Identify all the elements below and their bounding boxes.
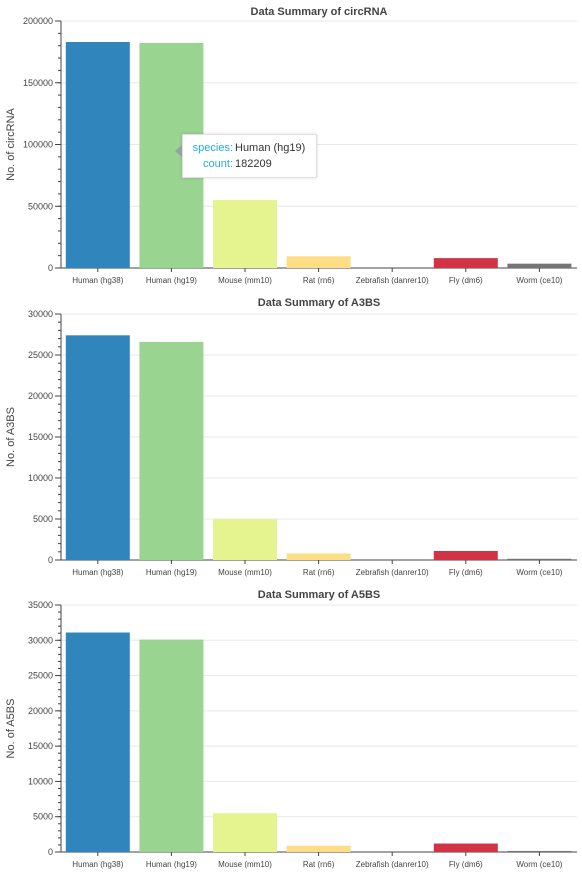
chart-2: Data Summary of A3BS No. of A3BS 0 5000 1000… xyxy=(5,297,577,577)
y-tick-label: 0 xyxy=(48,847,53,857)
y-tick-label: 15000 xyxy=(28,432,53,442)
bar[interactable] xyxy=(213,200,277,268)
x-tick-label: Worm (ce10) xyxy=(516,276,562,285)
tooltip-arrow-icon xyxy=(175,145,182,157)
bar[interactable] xyxy=(65,41,130,269)
y-tick-label: 0 xyxy=(48,263,53,273)
bar[interactable] xyxy=(65,335,130,560)
y-tick-label: 10000 xyxy=(28,776,53,786)
bar[interactable] xyxy=(433,843,498,852)
bar[interactable] xyxy=(213,813,277,852)
tooltip-count-value: 182209 xyxy=(235,158,272,170)
y-tick-label: 25000 xyxy=(28,671,53,681)
x-tick-label: Human (hg38) xyxy=(72,568,123,577)
chart-title: Data Summary of A5BS xyxy=(258,589,380,601)
x-tick-label: Fly (dm6) xyxy=(449,276,483,285)
x-tick-label: Rat (rn6) xyxy=(303,276,335,285)
x-tick-label: Zebrafish (danrer10) xyxy=(356,860,429,869)
bar[interactable] xyxy=(507,850,572,852)
bar[interactable] xyxy=(286,256,351,268)
x-tick-label: Mouse (mm10) xyxy=(218,860,272,869)
x-tick-label: Zebrafish (danrer10) xyxy=(356,568,429,577)
tooltip-count-row: count: 182209 xyxy=(189,156,310,172)
y-axis-label: No. of circRNA xyxy=(5,107,17,180)
bar[interactable] xyxy=(65,632,130,852)
y-tick-label: 200000 xyxy=(23,16,53,26)
chart-3: Data Summary of A5BS No. of A5BS 0 5000 1000… xyxy=(5,589,577,869)
hover-tooltip: species: Human (hg19) count: 182209 xyxy=(175,134,317,178)
y-tick-label: 25000 xyxy=(28,350,53,360)
y-axis-label: No. of A5BS xyxy=(5,699,17,759)
x-tick-label: Human (hg19) xyxy=(146,860,197,869)
y-tick-label: 20000 xyxy=(28,391,53,401)
x-tick-label: Human (hg19) xyxy=(146,276,197,285)
x-tick-label: Fly (dm6) xyxy=(449,568,483,577)
y-tick-label: 10000 xyxy=(28,473,53,483)
bar[interactable] xyxy=(433,258,498,268)
y-tick-label: 20000 xyxy=(28,706,53,716)
y-tick-label: 30000 xyxy=(28,635,53,645)
bar[interactable] xyxy=(213,519,277,560)
chart-1: Data Summary of circRNA No. of circRNA 0 50… xyxy=(5,6,577,285)
x-tick-label: Rat (rn6) xyxy=(303,860,335,869)
y-tick-label: 30000 xyxy=(28,309,53,319)
x-tick-label: Rat (rn6) xyxy=(303,568,335,577)
y-tick-label: 50000 xyxy=(28,201,53,211)
x-tick-label: Worm (ce10) xyxy=(516,860,562,869)
tooltip-count-key: count: xyxy=(203,158,233,170)
tooltip-species-key: species: xyxy=(192,142,233,154)
y-axis-label: No. of A3BS xyxy=(5,407,17,467)
bar[interactable] xyxy=(139,341,204,560)
x-tick-label: Worm (ce10) xyxy=(516,568,562,577)
x-tick-label: Human (hg38) xyxy=(72,860,123,869)
x-tick-label: Fly (dm6) xyxy=(449,860,483,869)
y-tick-label: 5000 xyxy=(33,514,53,524)
x-tick-label: Human (hg19) xyxy=(146,568,197,577)
bar[interactable] xyxy=(286,845,351,852)
x-tick-label: Zebrafish (danrer10) xyxy=(356,276,429,285)
bar[interactable] xyxy=(139,639,204,852)
x-tick-label: Mouse (mm10) xyxy=(218,276,272,285)
y-tick-label: 0 xyxy=(48,555,53,565)
chart-title: Data Summary of A3BS xyxy=(258,297,380,309)
bar[interactable] xyxy=(286,553,351,560)
bar[interactable] xyxy=(507,263,572,268)
chart-title: Data Summary of circRNA xyxy=(251,6,388,18)
x-tick-label: Human (hg38) xyxy=(72,276,123,285)
y-tick-label: 35000 xyxy=(28,600,53,610)
tooltip-species-row: species: Human (hg19) xyxy=(189,140,310,156)
y-tick-label: 5000 xyxy=(33,812,53,822)
tooltip-species-value: Human (hg19) xyxy=(235,142,306,154)
bar[interactable] xyxy=(433,550,498,560)
y-tick-label: 15000 xyxy=(28,741,53,751)
y-tick-label: 100000 xyxy=(23,140,53,150)
bar[interactable] xyxy=(507,558,572,560)
y-tick-label: 150000 xyxy=(23,78,53,88)
x-tick-label: Mouse (mm10) xyxy=(218,568,272,577)
